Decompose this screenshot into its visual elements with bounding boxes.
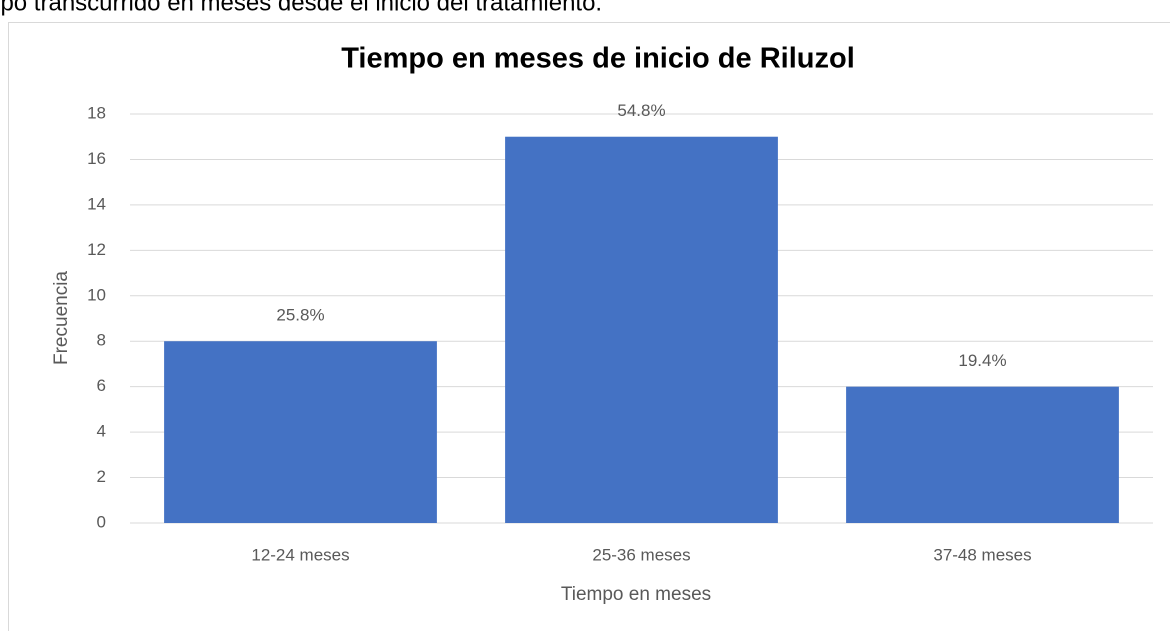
data-label: 25.8%	[276, 306, 324, 325]
x-axis-title: Tiempo en meses	[561, 584, 711, 605]
y-tick-label: 6	[97, 376, 106, 395]
caption: Tiempo transcurrido en meses desde el in…	[0, 0, 602, 16]
chart-title: Tiempo en meses de inicio de Riluzol	[341, 43, 855, 75]
data-label: 19.4%	[958, 351, 1006, 370]
bar	[164, 341, 437, 523]
x-tick-label: 12-24 meses	[251, 545, 349, 564]
chart-border	[8, 22, 1170, 631]
y-tick-label: 4	[97, 422, 106, 441]
y-tick-label: 8	[97, 331, 106, 350]
bar	[846, 386, 1119, 523]
y-tick-label: 16	[87, 149, 106, 168]
data-label: 54.8%	[617, 101, 665, 120]
y-tick-label: 12	[87, 240, 106, 259]
y-tick-label: 18	[87, 103, 106, 122]
x-tick-label: 25-36 meses	[592, 545, 690, 564]
y-tick-label: 2	[97, 467, 106, 486]
y-tick-label: 10	[87, 285, 106, 304]
bar	[505, 136, 778, 523]
y-axis-title: Frecuencia	[51, 271, 72, 365]
x-tick-label: 37-48 meses	[933, 545, 1031, 564]
y-tick-label: 14	[87, 194, 106, 213]
y-tick-label: 0	[97, 512, 106, 531]
